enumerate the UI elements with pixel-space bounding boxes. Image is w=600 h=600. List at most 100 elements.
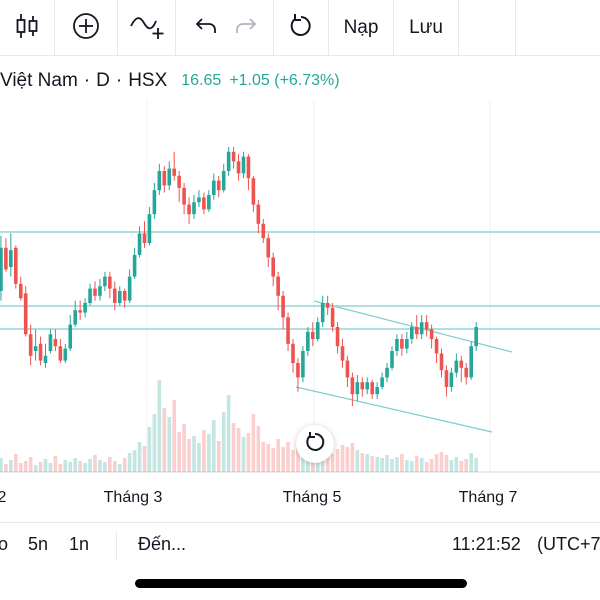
- top-toolbar: Nạp Lưu: [0, 0, 600, 56]
- volume-bar: [137, 442, 142, 472]
- candle-body: [375, 387, 379, 395]
- candle-body: [216, 180, 221, 191]
- candle-body: [340, 346, 345, 361]
- chart-grid: [0, 100, 600, 473]
- symbol-legend[interactable]: Việt Nam · D · HSX 16.65 +1.05 (+6.73%): [0, 70, 340, 91]
- candle: [449, 367, 454, 392]
- volume-bar: [9, 460, 13, 472]
- candle: [33, 329, 38, 361]
- candle-body: [350, 377, 355, 395]
- x-tick-label: Tháng 7: [459, 489, 518, 506]
- volume-bar: [108, 457, 112, 472]
- candle: [48, 329, 53, 354]
- candle-body: [365, 382, 370, 390]
- volume-bar: [122, 458, 127, 472]
- candle: [207, 190, 211, 212]
- volume-bar: [286, 442, 290, 472]
- candle: [296, 358, 300, 392]
- candle-body: [33, 346, 38, 351]
- volume-bar: [375, 457, 379, 472]
- volume-bar: [38, 462, 43, 472]
- candle: [390, 346, 394, 371]
- candle-body: [469, 346, 473, 378]
- candle-body: [335, 327, 340, 347]
- volume-bar: [68, 462, 73, 472]
- home-indicator: [135, 579, 467, 588]
- candle-body: [43, 355, 48, 363]
- volume-bar: [464, 459, 469, 472]
- candle: [88, 283, 92, 306]
- volume-bar: [424, 462, 429, 472]
- candle-body: [202, 197, 206, 210]
- candle-body: [315, 322, 320, 339]
- candle: [281, 291, 285, 330]
- volume-bar: [325, 452, 330, 472]
- candle-body: [142, 233, 147, 243]
- add-symbol-button[interactable]: [55, 0, 117, 56]
- candle-body: [464, 367, 469, 378]
- candle-body: [306, 331, 310, 351]
- volume-bar: [162, 408, 167, 472]
- candle: [4, 238, 8, 272]
- undo-icon: [194, 15, 218, 42]
- candle: [375, 382, 379, 399]
- volume-bar: [434, 454, 439, 472]
- timezone-button[interactable]: (UTC+7: [537, 533, 600, 554]
- volume-bar: [345, 447, 350, 472]
- undo-button[interactable]: [186, 0, 226, 56]
- candle: [335, 322, 340, 354]
- price-chart[interactable]: 2 Tháng 3 Tháng 5 Tháng 7: [0, 100, 600, 520]
- reload-icon: [288, 13, 314, 44]
- candle-body: [355, 382, 360, 395]
- volume-bar: [182, 424, 186, 472]
- volume-bar: [221, 412, 226, 472]
- candle: [187, 197, 191, 224]
- clock: 11:21:52: [452, 533, 521, 554]
- range-button-5y[interactable]: 5n: [28, 533, 49, 554]
- range-button-prev[interactable]: o: [0, 533, 9, 554]
- volume-bar: [459, 461, 464, 472]
- save-layout-button[interactable]: Lưu: [409, 17, 443, 38]
- volume-bar: [172, 400, 176, 472]
- chart-type-button[interactable]: [0, 0, 54, 56]
- reload-button[interactable]: [274, 0, 328, 56]
- volume-bar: [18, 463, 23, 472]
- candle-body: [212, 180, 216, 195]
- candle: [167, 161, 172, 191]
- volume-bar: [58, 464, 63, 472]
- candle: [226, 147, 231, 176]
- candle-body: [241, 156, 246, 174]
- candle: [63, 343, 68, 363]
- candle-body: [172, 168, 176, 176]
- volume-bar: [152, 414, 157, 472]
- volume-bar: [261, 442, 266, 472]
- volume-bar: [33, 465, 38, 472]
- candle: [113, 281, 117, 311]
- redo-button[interactable]: [226, 0, 266, 56]
- volume-bar: [192, 436, 196, 472]
- candle-body: [276, 276, 280, 296]
- candle: [78, 300, 82, 320]
- candle-body: [444, 370, 449, 387]
- volume-bar: [187, 439, 191, 472]
- indicators-button[interactable]: [118, 0, 175, 56]
- trend-channel: [295, 300, 513, 433]
- candle: [419, 315, 424, 339]
- reset-chart-button[interactable]: [296, 425, 334, 463]
- candle-body: [167, 168, 172, 186]
- range-button-1y[interactable]: 1n: [69, 533, 90, 554]
- volume-bar: [113, 461, 117, 472]
- candle-body: [14, 247, 18, 284]
- candle-body: [424, 322, 429, 330]
- goto-date-button[interactable]: Đến...: [138, 533, 187, 554]
- volume-bar: [78, 461, 82, 472]
- candle-body: [9, 250, 13, 267]
- volume-bar: [212, 420, 216, 472]
- candle: [424, 315, 429, 337]
- candle-body: [419, 322, 424, 335]
- volume-bar: [98, 460, 102, 472]
- volume-bar: [405, 460, 409, 472]
- candle-body: [434, 339, 439, 354]
- candle-body: [88, 288, 92, 303]
- load-layout-button[interactable]: Nạp: [343, 17, 379, 38]
